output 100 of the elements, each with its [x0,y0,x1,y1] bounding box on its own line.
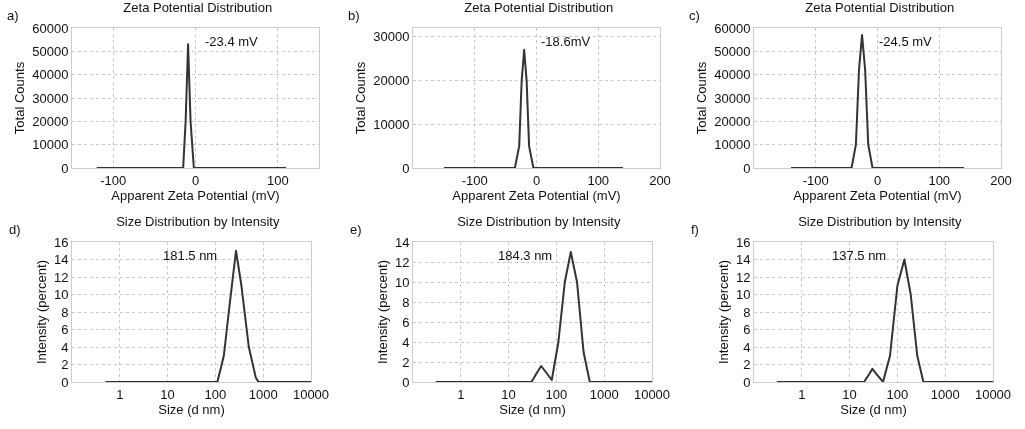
y-tick-label: 16 [53,234,69,250]
text: b) [348,8,360,23]
y-tick-label: 12 [735,269,751,285]
y-tick-label: 12 [53,269,69,285]
x-tick-label: -100 [802,172,829,188]
annotation: 137.5 nm [832,248,887,263]
text: f) [691,222,699,237]
x-tick-label: 10 [160,386,175,402]
y-tick-label: 6 [402,314,410,330]
x-tick-label: 100 [545,386,568,402]
y-tick-label: 2 [402,354,410,370]
x-tick-label: 100 [587,172,610,188]
x-tick-label: 10000 [633,386,671,402]
y-axis-title: Intensity (percent) [33,259,49,365]
y-tick-label: 4 [402,334,410,350]
y-tick-label: 16 [735,234,751,250]
y-tick-label: 4 [61,339,69,355]
y-tick-label: 40000 [32,67,69,83]
y-tick-label: 10000 [714,137,751,153]
y-tick-label: 0 [402,160,410,176]
y-tick-label: 10 [394,274,410,290]
y-tick-label: 6 [743,322,751,338]
y-tick-label: 12 [394,254,410,270]
text: e) [350,222,362,237]
y-tick-label: 10000 [373,116,410,132]
y-axis-title: Total Counts [12,61,28,135]
x-tick-label: 1 [798,386,806,402]
y-tick-label: 0 [402,374,410,390]
chart-title: Zeta Potential Distribution [464,0,614,16]
x-tick-label: 10 [501,386,516,402]
text: a) [7,8,19,23]
chart-title: Size Distribution by Intensity [798,214,962,230]
annotation: -18.6mV [541,34,591,49]
x-tick-label: 1 [457,386,465,402]
y-tick-label: 60000 [714,20,751,36]
y-tick-label: 0 [743,160,751,176]
y-axis-title: Intensity (percent) [374,259,390,365]
y-tick-label: 14 [53,252,69,268]
x-tick-label: 200 [990,172,1012,188]
y-tick-label: 2 [743,357,751,373]
y-tick-label: 8 [743,304,751,320]
y-tick-label: 20000 [714,113,751,129]
x-tick-label: 100 [928,172,951,188]
y-tick-label: 0 [743,374,751,390]
x-tick-label: -100 [100,172,127,188]
y-tick-label: 30000 [32,90,69,106]
text: d) [9,222,21,237]
y-tick-label: 6 [61,322,69,338]
line-series [790,34,965,168]
y-tick-label: 0 [61,160,69,176]
x-tick-label: 0 [191,172,200,188]
x-axis-title: Apparent Zeta Potential (mV) [111,188,280,204]
y-tick-label: 30000 [714,90,751,106]
x-tick-label: 1000 [248,386,278,402]
x-tick-label: 200 [649,172,671,188]
x-tick-label: 1000 [930,386,960,402]
x-tick-label: 100 [266,172,289,188]
y-tick-label: 14 [394,234,410,250]
x-tick-label: 10000 [974,386,1012,402]
x-tick-label: 100 [204,386,227,402]
annotation: -23.4 mV [205,34,259,49]
chart-title: Size Distribution by Intensity [116,214,280,230]
y-tick-label: 30000 [373,29,410,45]
annotation: 181.5 nm [163,248,218,263]
x-tick-label: 0 [532,172,541,188]
x-tick-label: -100 [461,172,488,188]
y-tick-label: 8 [402,294,410,310]
chart-title: Size Distribution by Intensity [457,214,621,230]
y-tick-label: 10 [53,287,69,303]
x-axis-title: Size (d nm) [840,402,907,418]
y-tick-label: 20000 [373,73,410,89]
x-tick-label: 1000 [589,386,619,402]
y-tick-label: 8 [61,304,69,320]
y-axis-title: Total Counts [353,61,369,135]
y-tick-label: 0 [61,374,69,390]
x-tick-label: 1 [116,386,124,402]
x-axis-title: Apparent Zeta Potential (mV) [452,188,621,204]
line-series [442,48,624,168]
y-axis-title: Total Counts [694,61,710,135]
y-tick-label: 10000 [32,137,69,153]
x-tick-label: 100 [886,386,909,402]
chart-title: Zeta Potential Distribution [805,0,955,16]
y-axis-title: Intensity (percent) [715,259,731,365]
chart-title: Zeta Potential Distribution [123,0,273,16]
x-axis-title: Apparent Zeta Potential (mV) [793,188,962,204]
y-tick-label: 14 [735,252,751,268]
y-tick-label: 10 [735,287,751,303]
x-tick-label: 0 [873,172,882,188]
annotation: 184.3 nm [498,248,553,263]
annotation: -24.5 mV [879,34,933,49]
x-tick-label: 10 [842,386,857,402]
y-tick-label: 50000 [714,43,751,59]
y-tick-label: 20000 [32,113,69,129]
x-axis-title: Size (d nm) [158,402,225,418]
x-tick-label: 10000 [292,386,330,402]
y-tick-label: 50000 [32,43,69,59]
y-tick-label: 2 [61,357,69,373]
y-tick-label: 40000 [714,67,751,83]
x-axis-title: Size (d nm) [499,402,566,418]
text: c) [689,8,700,23]
